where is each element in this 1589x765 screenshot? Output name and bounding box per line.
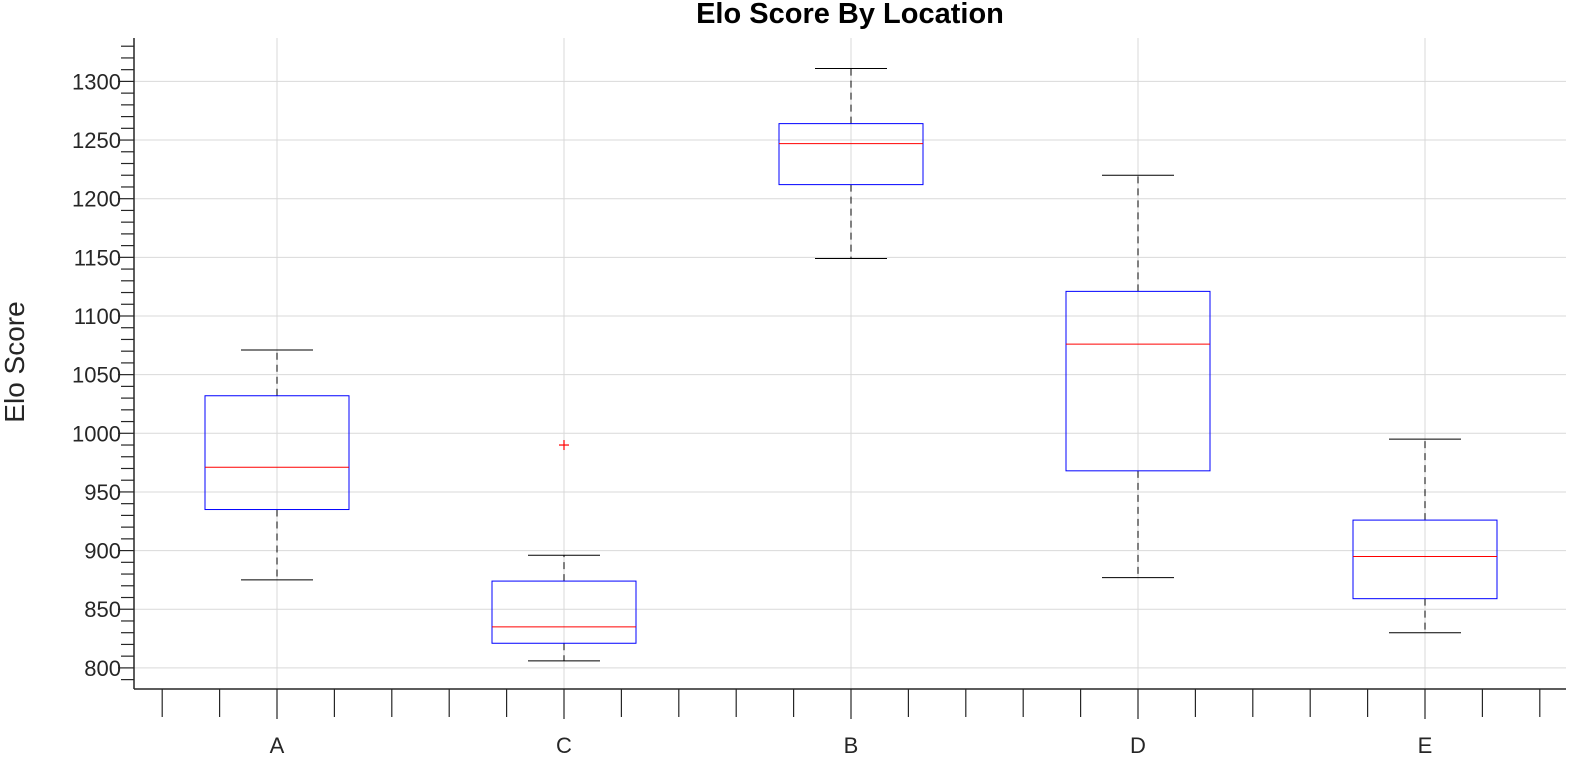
box-A (204, 349, 350, 581)
y-tick-label: 850 (84, 597, 121, 622)
x-tick-label: E (1418, 733, 1433, 758)
x-tick-label: D (1130, 733, 1146, 758)
box-E (1352, 438, 1498, 634)
box-iqr (1352, 519, 1498, 600)
box-B (778, 67, 924, 260)
y-axis-label: Elo Score (0, 301, 30, 422)
box-series (204, 67, 1498, 662)
x-tick-label: A (270, 733, 285, 758)
y-tick-label: 1300 (72, 69, 121, 94)
y-tick-label: 1150 (74, 245, 121, 270)
y-tick-label: 900 (84, 539, 121, 564)
y-tick-label: 800 (84, 656, 121, 681)
x-tick-label: C (556, 733, 572, 758)
box-D (1065, 174, 1211, 579)
box-iqr (1065, 290, 1211, 472)
box-iqr (491, 580, 637, 644)
y-tick-label: 1100 (74, 304, 121, 329)
y-tick-label: 1050 (72, 363, 121, 388)
x-tick-label: B (844, 733, 859, 758)
box-C (491, 440, 637, 662)
y-tick-label: 1000 (72, 421, 121, 446)
box-iqr (778, 123, 924, 186)
y-tick-label: 950 (84, 480, 121, 505)
outlier-marker (559, 440, 569, 451)
grid (134, 38, 1566, 689)
tick-labels: 800 850 900 950 1000 1050 1100 1150 1200 1250 1300… (72, 69, 1432, 758)
axes (118, 38, 1566, 719)
box-iqr (204, 395, 350, 511)
y-tick-label: 1200 (72, 187, 121, 212)
y-tick-label: 1250 (72, 128, 121, 153)
chart-title: Elo Score By Location (696, 0, 1004, 30)
